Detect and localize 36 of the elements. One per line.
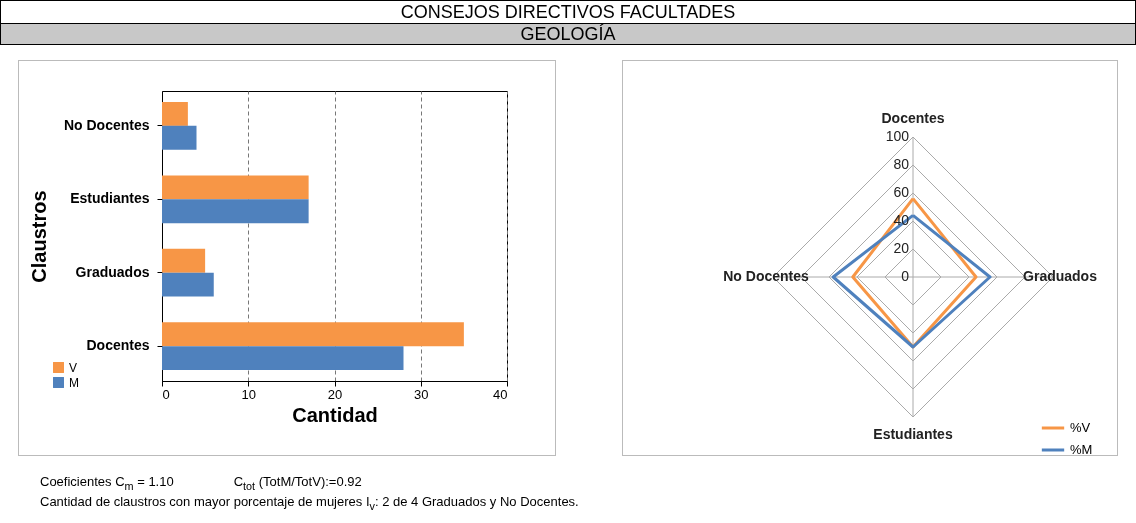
legend-label: V (69, 360, 78, 375)
x-tick-label: 40 (493, 386, 508, 402)
text: C$_{tot}$ (TotM/TotV):=0.92 (233, 474, 362, 492)
y-tick-label: 80 (893, 156, 910, 172)
x-tick-label: 30 (414, 386, 429, 402)
y-axis-title: Claustros (27, 190, 50, 283)
bar (162, 346, 404, 370)
text: GEOLOGÍA (0, 23, 1136, 45)
bar (162, 248, 206, 273)
text: CONSEJOS DIRECTIVOS FACULTADES (0, 0, 1136, 24)
y-tick-label: Estudiantes (70, 190, 150, 207)
x-tick-label: 10 (241, 386, 256, 402)
y-tick-label: 0 (901, 268, 910, 284)
bar (162, 322, 464, 347)
spoke-label: Estudiantes (873, 426, 953, 443)
y-tick-label: 100 (885, 128, 910, 144)
bar (162, 272, 214, 297)
bar (162, 125, 197, 150)
bar (162, 175, 309, 200)
bar (162, 199, 309, 224)
text: Coeficientes C$_{m}$ = 1.10 (40, 474, 174, 492)
legend-label: %M (1070, 442, 1093, 457)
y-tick-label: Graduados (75, 263, 150, 280)
spoke-label: Graduados (1023, 268, 1098, 284)
legend-label: M (69, 375, 79, 390)
legend-label: %V (1070, 420, 1091, 435)
spoke-label: No Docentes (723, 268, 809, 284)
y-tick-label: No Docentes (63, 116, 150, 133)
bar (162, 102, 188, 126)
y-tick-label: 60 (893, 184, 910, 200)
x-axis-title: Cantidad (292, 403, 378, 426)
text: Cantidad de claustros con mayor porcentaje de mujeres I$_{v}$: 2 de 4 Graduados y No Docentes. (40, 493, 579, 514)
x-tick-label: 20 (327, 386, 343, 402)
y-tick-label: Docentes (86, 337, 150, 354)
y-tick-label: 20 (893, 240, 910, 256)
x-tick-label: 0 (162, 386, 170, 402)
